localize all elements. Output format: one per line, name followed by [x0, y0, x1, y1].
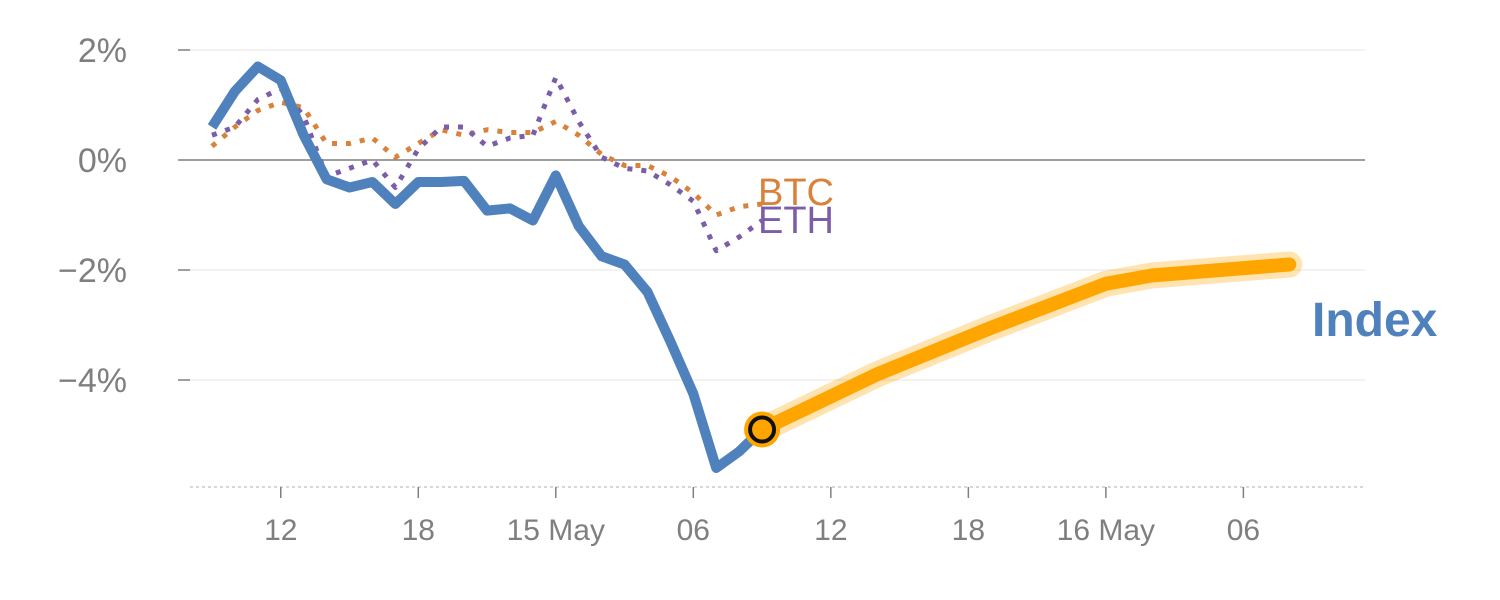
x-tick-label: 12	[264, 514, 297, 547]
y-tick-label: −2%	[58, 252, 127, 290]
series-line-index	[207, 61, 766, 473]
y-tick-label: 2%	[78, 32, 127, 70]
x-tick-label: 12	[814, 514, 847, 547]
forecast-glow	[749, 251, 1303, 443]
x-tick-label: 15 May	[507, 514, 605, 547]
x-tick-label: 06	[1227, 514, 1260, 547]
y-tick-label: 0%	[78, 142, 127, 180]
x-tick-label: 18	[402, 514, 435, 547]
y-tick-label: −4%	[58, 362, 127, 400]
series-line-btc	[210, 99, 763, 218]
x-tick-label: 16 May	[1057, 514, 1155, 547]
x-tick-label: 06	[677, 514, 710, 547]
gridlines	[190, 49, 1365, 381]
series-line-eth	[211, 75, 764, 254]
series-line-forecast	[755, 257, 1297, 437]
series-label-index: Index	[1312, 294, 1438, 347]
series-label-eth: ETH	[758, 200, 834, 242]
series-label-btc: BTC	[758, 172, 834, 214]
current-point-marker	[748, 415, 777, 444]
series-lines	[207, 61, 1303, 473]
x-tick-label: 18	[952, 514, 985, 547]
axes: 2% 0% −2% −4% 12 18 15 May 06 12 18 16 May 06	[58, 32, 1365, 547]
